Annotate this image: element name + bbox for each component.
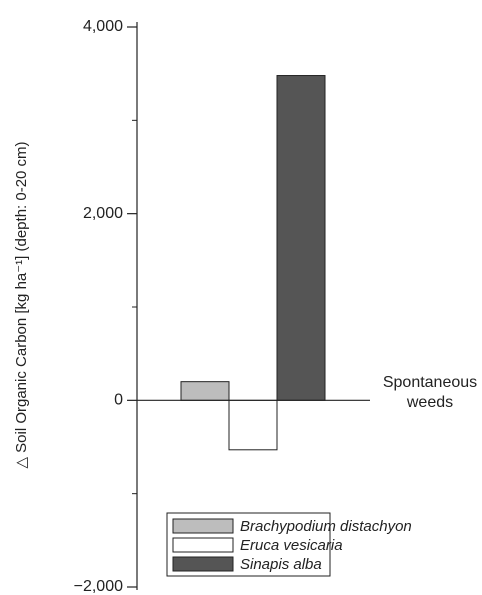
legend-swatch xyxy=(172,556,234,572)
category-label: Spontaneous weeds xyxy=(382,374,478,411)
y-tick-label: 4,000 xyxy=(83,18,123,35)
legend-label: Sinapis alba xyxy=(240,556,322,573)
legend-swatch xyxy=(172,537,234,553)
legend-swatch xyxy=(172,518,234,534)
y-tick-label: 0 xyxy=(114,392,123,409)
y-tick-label: −2,000 xyxy=(74,578,123,595)
y-axis-label: △ Soil Organic Carbon [kg ha⁻¹] (depth: … xyxy=(13,141,30,468)
bar xyxy=(276,75,326,401)
legend-label: Eruca vesicaria xyxy=(240,537,343,554)
bar xyxy=(228,399,278,451)
legend-label: Brachypodium distachyon xyxy=(240,518,412,535)
bar xyxy=(180,381,230,401)
y-tick-label: 2,000 xyxy=(83,205,123,222)
